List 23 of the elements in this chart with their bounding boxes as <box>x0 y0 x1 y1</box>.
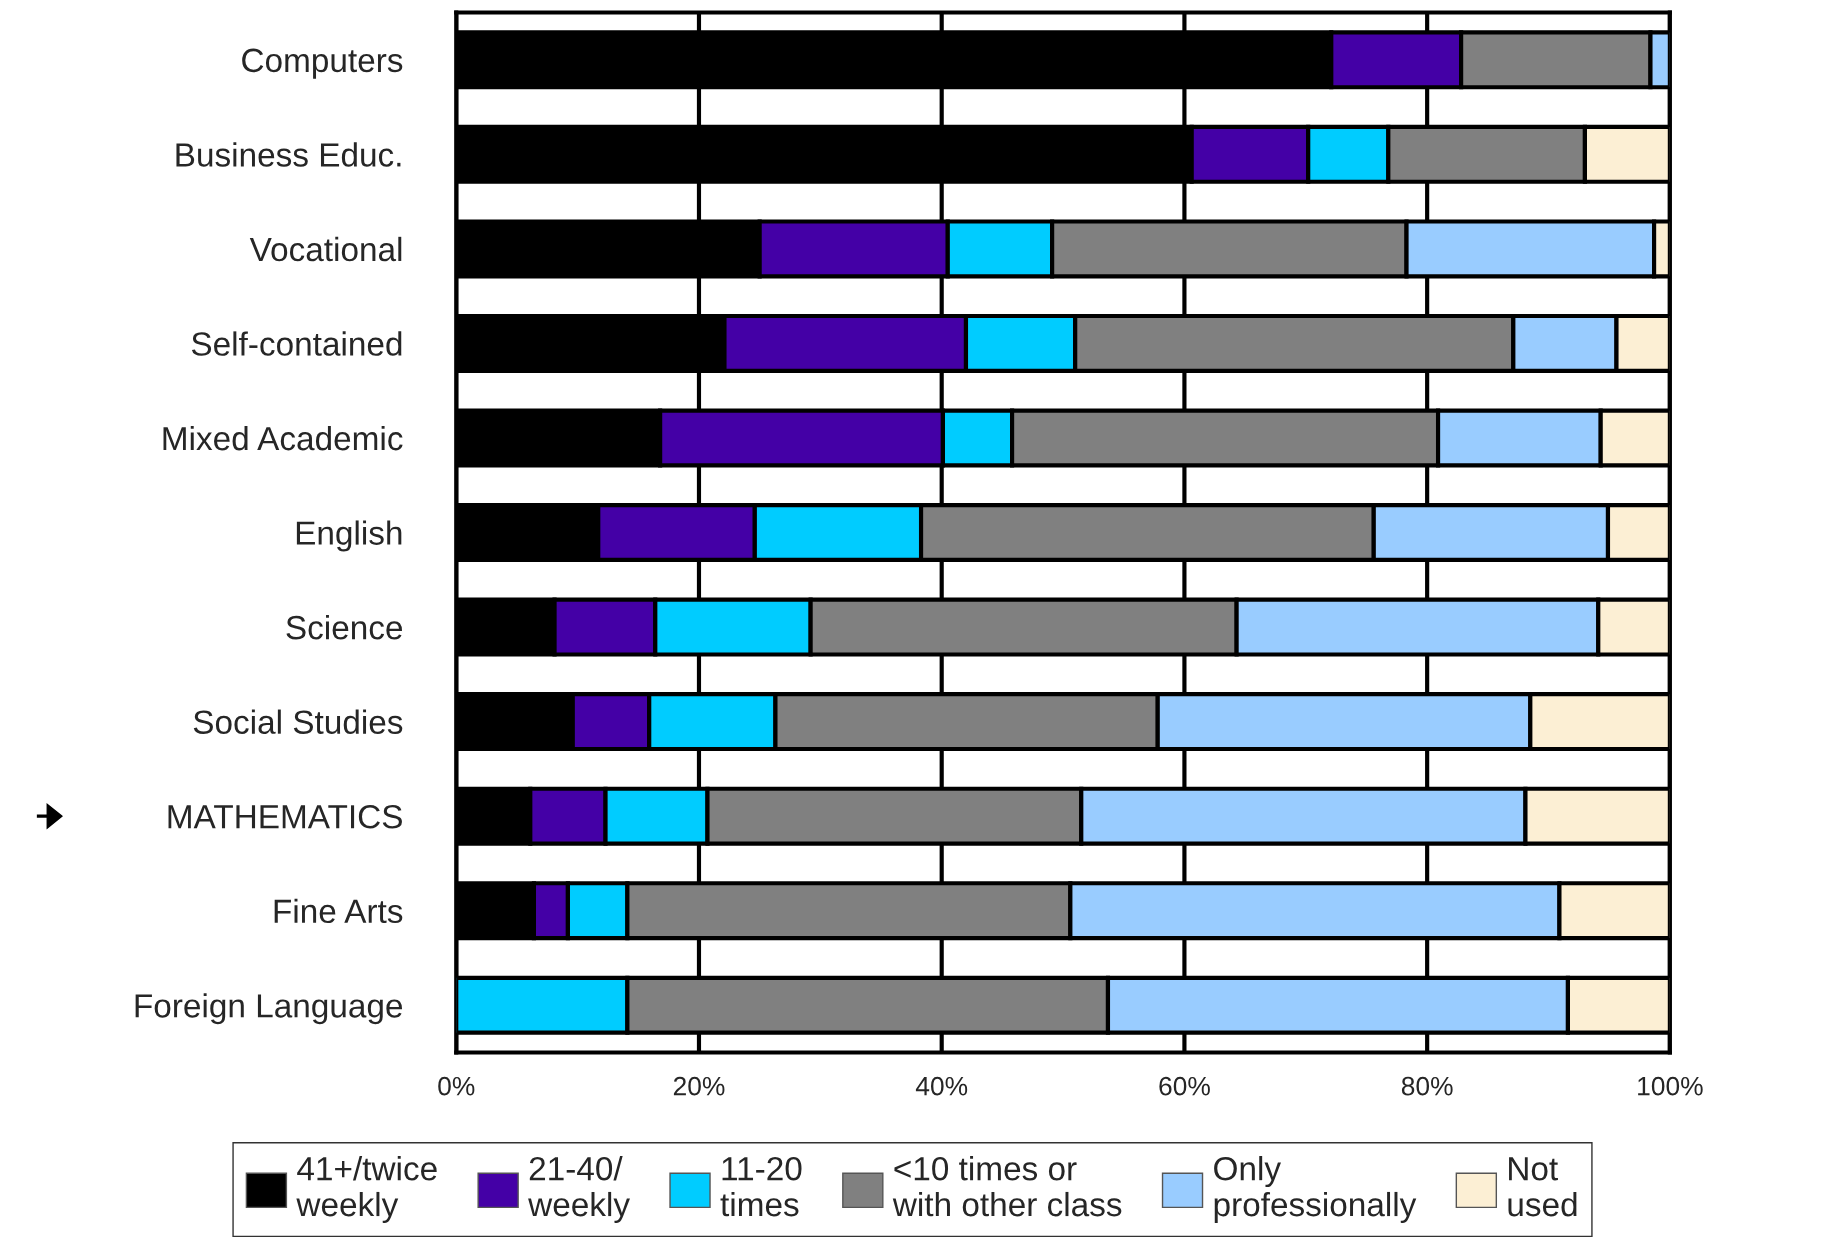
y-tick-label: MATHEMATICS <box>168 804 402 829</box>
y-tick-label: Mixed Academic <box>163 425 403 451</box>
legend-label: 11-20 times <box>720 1156 802 1217</box>
y-tick-label: Computers <box>242 48 403 79</box>
legend-label: 21-40/ weekly <box>528 1156 630 1223</box>
legend-label: Only professionally <box>1214 1156 1417 1223</box>
x-tick-label: 80% <box>1401 1076 1453 1096</box>
x-tick-label: 60% <box>1159 1076 1210 1096</box>
legend-label: Not used <box>1508 1157 1577 1217</box>
x-tick-label: 40% <box>915 1076 968 1096</box>
y-tick-label: Foreign Language <box>135 993 403 1025</box>
legend-label: <10 times or with other class <box>892 1156 1122 1217</box>
x-tick-label: 20% <box>673 1076 725 1096</box>
y-tick-label: Self-contained <box>191 331 402 356</box>
y-tick-label: Social Studies <box>193 709 403 735</box>
x-tick-label: 0% <box>438 1076 475 1096</box>
y-tick-label: Science <box>286 614 402 640</box>
y-tick-label: Business Educ. <box>176 142 401 167</box>
y-tick-label: Fine Arts <box>274 898 403 924</box>
y-tick-label: English <box>296 520 402 552</box>
y-tick-label: Vocational <box>249 236 402 262</box>
legend-label: 41+/twice weekly <box>296 1156 437 1223</box>
x-tick-label: 100% <box>1638 1076 1703 1096</box>
